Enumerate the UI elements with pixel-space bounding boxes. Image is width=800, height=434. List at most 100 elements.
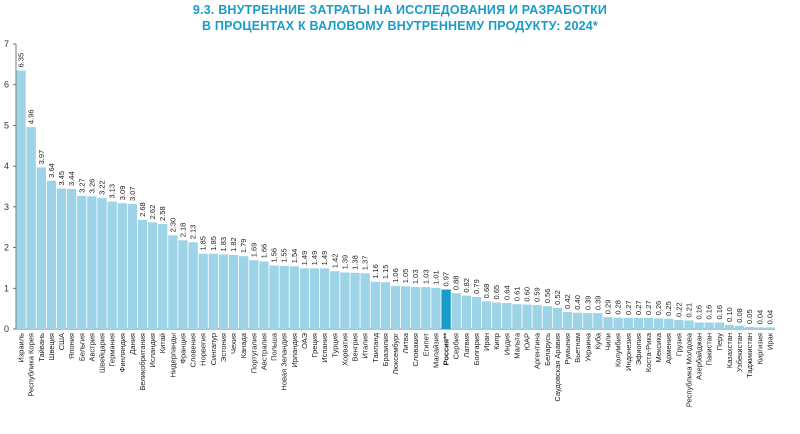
bar	[734, 325, 745, 329]
category-label: Вьетнам	[573, 333, 582, 363]
category-label: Словения	[189, 333, 198, 368]
category-label: Норвегия	[199, 333, 208, 366]
bar	[107, 201, 117, 329]
bar	[249, 260, 259, 329]
bar	[481, 301, 492, 329]
bar	[117, 203, 127, 329]
bar	[279, 265, 289, 329]
value-label: 0.52	[553, 290, 562, 305]
bar	[593, 313, 603, 329]
bar	[127, 204, 138, 329]
bar	[309, 268, 320, 329]
value-label: 0.82	[462, 278, 471, 293]
category-label: Эфиопия	[634, 333, 643, 365]
category-label: Коста-Рика	[644, 332, 653, 372]
category-label: Португалия	[249, 333, 258, 373]
value-label: 0.29	[604, 300, 613, 315]
bar	[380, 282, 391, 329]
value-label: 0.04	[755, 310, 764, 325]
value-label: 2.13	[189, 225, 198, 240]
bar	[724, 324, 735, 329]
value-label: 0.65	[492, 285, 501, 300]
value-label: 3.27	[77, 178, 86, 193]
category-label: Болгария	[472, 333, 481, 365]
value-label: 3.13	[108, 184, 117, 199]
category-label: Бельгия	[77, 333, 86, 361]
category-labels: Израиль Республика Корея Тайвань Швеция США Я…	[17, 332, 775, 407]
value-label: 0.05	[745, 309, 754, 324]
bar	[421, 287, 431, 329]
bar	[562, 311, 573, 329]
y-tick-label: 5	[4, 120, 9, 130]
bar	[340, 272, 350, 329]
bar	[643, 318, 654, 329]
bar	[218, 254, 229, 329]
bar	[77, 195, 87, 329]
category-label: Сербия	[452, 333, 461, 359]
value-label: 0.64	[502, 285, 511, 300]
value-label: 4.96	[27, 109, 36, 124]
category-label: Армения	[664, 333, 673, 364]
value-label: 1.85	[199, 236, 208, 251]
value-label: 2.58	[158, 206, 167, 221]
bar	[97, 197, 107, 329]
category-label: Новая Зеландия	[280, 333, 289, 391]
bar	[208, 253, 218, 329]
value-label: 1.49	[320, 251, 329, 266]
category-label: Саудовская Аравия	[553, 333, 562, 402]
value-label: 1.66	[259, 244, 268, 259]
bar	[26, 127, 36, 329]
bar	[188, 242, 198, 329]
value-label: 3.44	[67, 171, 76, 186]
bar	[137, 219, 148, 329]
value-label: 3.22	[98, 180, 107, 195]
category-label: Тайвань	[37, 333, 46, 362]
value-label: 0.39	[583, 296, 592, 311]
value-label: 0.40	[573, 295, 582, 310]
bar	[289, 266, 299, 329]
bar	[502, 302, 512, 329]
category-label: Узбекистан	[735, 333, 744, 372]
value-label: 1.03	[411, 269, 420, 284]
bar	[704, 322, 714, 329]
value-label: 2.30	[168, 218, 177, 233]
value-label: 1.16	[371, 264, 380, 279]
category-label: Республика Корея	[27, 333, 36, 397]
value-label: 1.85	[209, 236, 218, 251]
bar	[653, 318, 664, 329]
bar	[330, 271, 340, 329]
value-label: 1.42	[330, 254, 339, 269]
bar	[674, 320, 684, 329]
bar	[552, 307, 563, 329]
bar	[400, 286, 411, 329]
category-label: Швеция	[47, 333, 56, 361]
bar	[198, 253, 208, 329]
category-label: Сингапур	[209, 333, 218, 365]
category-label: Республика Молдова	[684, 332, 693, 407]
bar	[411, 287, 421, 329]
bar	[299, 268, 310, 329]
bar	[512, 304, 522, 329]
category-label: США	[57, 333, 66, 350]
category-label: Венгрия	[351, 333, 360, 361]
value-label: 2.62	[148, 205, 157, 220]
category-label: Литва	[401, 332, 410, 353]
category-label: Азербайджан	[695, 333, 704, 380]
bar	[714, 322, 724, 329]
category-label: Мальта	[512, 332, 521, 359]
category-label: Великобритания	[138, 333, 147, 391]
y-tick-label: 1	[4, 283, 9, 293]
category-label: Таиланд	[371, 332, 380, 362]
category-label: Нидерланды	[168, 333, 177, 378]
value-label: 0.39	[593, 296, 602, 311]
bar	[471, 296, 482, 329]
category-label: Греция	[310, 333, 319, 358]
value-label: 0.21	[684, 303, 693, 318]
value-label: 3.45	[57, 171, 66, 186]
category-label: Израиль	[17, 333, 26, 363]
bar	[441, 289, 451, 329]
value-label: 3.26	[87, 179, 96, 194]
value-label: 6.35	[17, 53, 26, 68]
category-label: Австрия	[87, 333, 96, 362]
